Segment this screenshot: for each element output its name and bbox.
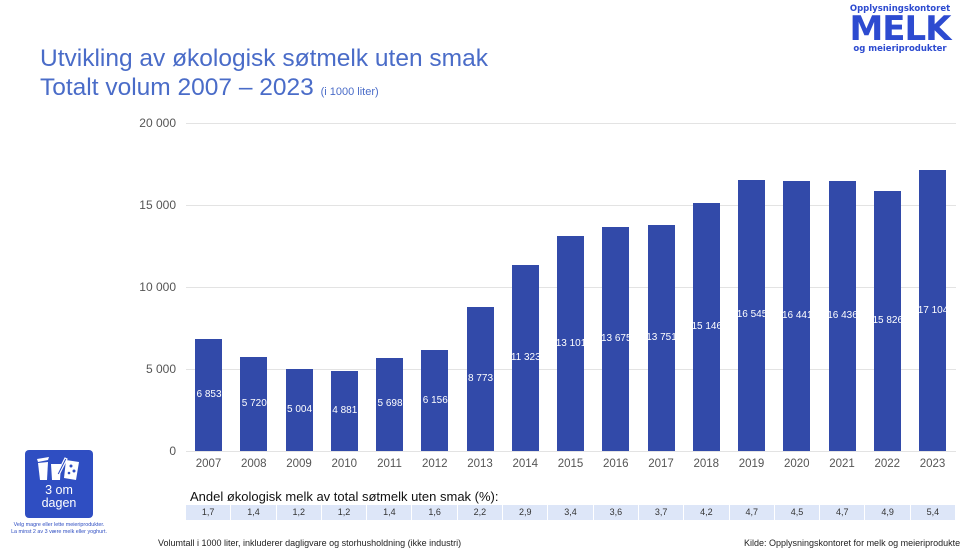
x-axis-tick-label: 2022 — [874, 458, 901, 470]
share-cell: 3,7 — [638, 505, 684, 520]
x-axis-tick-label: 2012 — [421, 458, 448, 470]
logo-line-1: Opplysningskontoret — [849, 4, 951, 14]
bar-2007 — [195, 338, 222, 451]
title-line-2: Totalt volum 2007 – 2023 (i 1000 liter) — [40, 73, 488, 107]
logo-line-3: og meieriprodukter — [853, 44, 947, 54]
bar-2017 — [647, 225, 675, 451]
title-line-2-main: Totalt volum 2007 – 2023 — [40, 74, 314, 101]
y-axis-tick-label: 20 000 — [139, 116, 176, 130]
gridline — [186, 123, 956, 124]
bar-value-label: 13 101 — [555, 337, 587, 349]
x-axis-tick-label: 2017 — [648, 458, 674, 470]
x-axis-tick-label: 2020 — [783, 458, 810, 470]
x-axis-tick-label: 2011 — [377, 458, 402, 470]
bar-2009 — [285, 368, 313, 451]
badge-text: 3 om dagen — [25, 484, 93, 510]
bar-value-label: 15 826 — [872, 315, 904, 327]
y-axis-tick-label: 5 000 — [145, 362, 176, 376]
source-note: Kilde: Opplysningskontoret for melk og m… — [744, 538, 960, 548]
bar-value-label: 16 436 — [827, 310, 858, 322]
bar-2012 — [421, 350, 449, 451]
share-table-row: 1,7 1,4 1,2 1,2 1,4 1,6 2,2 2,9 3,4 3,6 3,7 4,2 4,7 4… — [186, 505, 956, 520]
bar-2020 — [783, 181, 811, 451]
bar-2018 — [692, 202, 720, 451]
share-cell: 5,4 — [910, 505, 956, 520]
badge-text-line-2: dagen — [41, 496, 77, 510]
share-cell: 1,4 — [231, 505, 276, 520]
footnote: Volumtall i 1000 liter, inkluderer dagli… — [158, 538, 462, 548]
bar-2019 — [738, 179, 765, 451]
x-axis-tick-label: 2016 — [602, 458, 629, 470]
share-cell: 4,7 — [820, 505, 865, 520]
gridline — [186, 451, 956, 452]
bar-value-label: 16 545 — [736, 309, 768, 321]
bar-value-label: 6 156 — [422, 394, 448, 406]
share-cell: 3,6 — [593, 505, 638, 520]
badge-text-line-1: 3 om — [45, 483, 73, 497]
bar-2008 — [240, 357, 268, 451]
badge-caption: Velg magre eller lette meieriprodukter. … — [0, 522, 118, 536]
x-axis-tick-label: 2019 — [738, 458, 765, 470]
bar-2016 — [602, 226, 630, 451]
share-cell: 4,7 — [729, 505, 774, 520]
share-cell: 4,5 — [774, 505, 820, 520]
bar-2022 — [873, 191, 901, 451]
x-axis-tick-label: 2014 — [512, 458, 539, 470]
bar-value-label: 17 104 — [917, 304, 949, 316]
x-axis-tick-label: 2008 — [240, 458, 267, 470]
x-axis-tick-label: 2013 — [467, 458, 493, 470]
gridline — [186, 205, 956, 206]
share-cell: 2,2 — [457, 505, 503, 520]
bar-value-label: 6 853 — [196, 388, 222, 400]
bar-value-label: 11 323 — [510, 352, 541, 364]
bar-2010 — [330, 370, 358, 451]
bar-value-label: 13 751 — [646, 332, 677, 344]
share-cell: 1,7 — [186, 505, 231, 520]
x-axis-tick-label: 2021 — [829, 458, 855, 470]
dairy-products-icon — [37, 457, 79, 480]
share-cell: 2,9 — [503, 505, 548, 520]
x-axis-tick-label: 2015 — [557, 458, 584, 470]
share-cell: 3,4 — [548, 505, 593, 520]
3-om-dagen-badge: 3 om dagen — [25, 450, 93, 518]
bar-value-label: 8 773 — [467, 373, 494, 385]
x-axis-tick-label: 2010 — [331, 458, 358, 470]
y-axis-tick-label: 10 000 — [139, 280, 176, 294]
badge-caption-line-2: La minst 2 av 3 være melk eller yoghurt. — [11, 529, 107, 535]
share-cell: 4,9 — [865, 505, 910, 520]
share-cell: 1,2 — [321, 505, 367, 520]
bar-value-label: 5 004 — [286, 403, 313, 415]
share-cell: 4,2 — [684, 505, 729, 520]
bar-value-label: 4 881 — [332, 404, 358, 416]
share-table-title: Andel økologisk melk av total søtmelk ut… — [190, 489, 499, 504]
bar-value-label: 5 720 — [241, 398, 267, 410]
share-cell: 1,2 — [276, 505, 321, 520]
title-line-1: Utvikling av økologisk søtmelk uten smak — [40, 45, 488, 72]
title-unit: (i 1000 liter) — [320, 86, 379, 98]
bar-2014 — [511, 265, 539, 451]
badge-caption-line-1: Velg magre eller lette meieriprodukter. — [13, 522, 105, 528]
bar-2013 — [466, 307, 494, 451]
bar-2023 — [919, 170, 946, 451]
chart-title: Utvikling av økologisk søtmelk uten smak… — [40, 44, 488, 107]
bar-value-label: 13 675 — [600, 332, 632, 344]
melk-logo: Opplysningskontoret MELK og meieriproduk… — [840, 4, 960, 54]
bar-value-label: 16 441 — [781, 310, 813, 322]
x-axis-tick-label: 2009 — [286, 458, 312, 470]
bar-value-label: 15 146 — [691, 320, 723, 332]
bar-2011 — [376, 357, 403, 451]
y-axis-tick-label: 0 — [169, 444, 176, 458]
logo-line-2: MELK — [849, 9, 951, 49]
x-axis-tick-label: 2023 — [919, 458, 946, 470]
bar-2015 — [557, 236, 584, 451]
share-cell: 1,4 — [367, 505, 412, 520]
bar-value-label: 5 698 — [377, 398, 403, 410]
bar-2021 — [828, 181, 856, 451]
x-axis-tick-label: 2018 — [693, 458, 720, 470]
x-axis-tick-label: 2007 — [195, 458, 222, 470]
y-axis-tick-label: 15 000 — [139, 198, 176, 212]
share-cell: 1,6 — [412, 505, 457, 520]
